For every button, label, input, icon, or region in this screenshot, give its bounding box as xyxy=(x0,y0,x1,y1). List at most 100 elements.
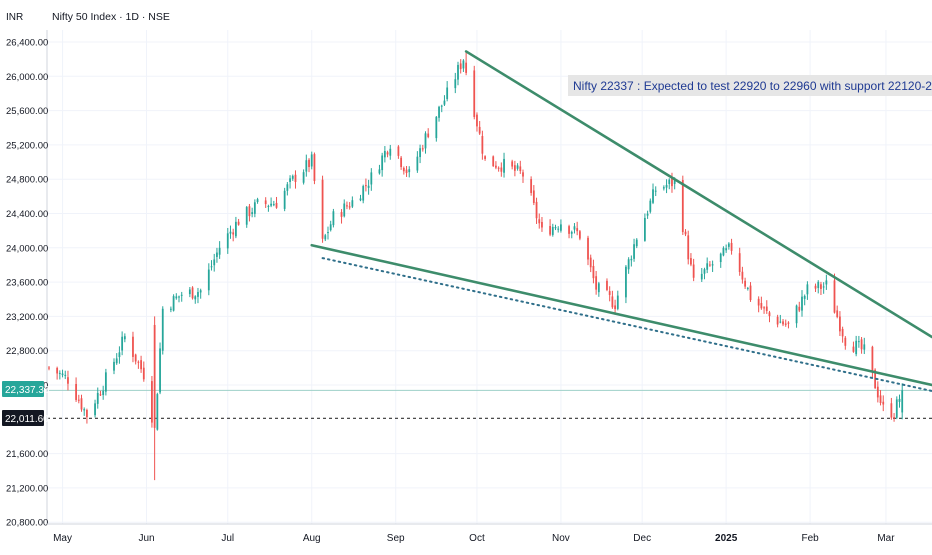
candle-body[interactable] xyxy=(882,401,885,405)
candle-body[interactable] xyxy=(264,200,267,205)
candle-body[interactable] xyxy=(519,166,522,172)
candle-body[interactable] xyxy=(386,152,389,155)
candle-body[interactable] xyxy=(256,199,259,202)
candle-body[interactable] xyxy=(806,284,809,295)
candle-body[interactable] xyxy=(102,390,105,396)
price-axis[interactable]: 26,400.00 26,000.00 25,600.00 25,200.00 24,8… xyxy=(6,30,48,529)
candle-body[interactable] xyxy=(159,348,161,393)
candle-body[interactable] xyxy=(901,390,904,413)
candle-body[interactable] xyxy=(137,361,140,363)
candle-body[interactable] xyxy=(700,273,703,280)
candle-body[interactable] xyxy=(782,321,784,325)
candle-body[interactable] xyxy=(405,169,408,173)
candle-body[interactable] xyxy=(551,226,554,235)
candle-body[interactable] xyxy=(746,287,749,289)
candle-body[interactable] xyxy=(161,308,164,351)
candle-body[interactable] xyxy=(343,203,346,217)
candle-body[interactable] xyxy=(541,221,543,228)
candle-body[interactable] xyxy=(178,296,180,298)
candle-body[interactable] xyxy=(606,280,608,290)
candle-body[interactable] xyxy=(481,136,484,154)
candle-body[interactable] xyxy=(459,63,462,70)
candle-body[interactable] xyxy=(608,291,611,295)
candle-body[interactable] xyxy=(589,257,592,268)
candle-body[interactable] xyxy=(744,280,747,287)
candle-body[interactable] xyxy=(532,190,535,203)
candle-body[interactable] xyxy=(500,167,503,172)
trendline-support[interactable] xyxy=(321,257,932,393)
candle-body[interactable] xyxy=(340,212,343,217)
candle-body[interactable] xyxy=(408,169,411,173)
annotation-box[interactable] xyxy=(568,75,932,96)
candle-body[interactable] xyxy=(397,146,400,156)
candle-body[interactable] xyxy=(863,344,866,350)
candle-body[interactable] xyxy=(576,228,579,232)
candle-body[interactable] xyxy=(625,266,627,298)
candle-body[interactable] xyxy=(118,352,121,358)
candle-body[interactable] xyxy=(549,225,551,235)
candle-body[interactable] xyxy=(191,287,194,299)
candle-body[interactable] xyxy=(435,116,438,139)
candle-body[interactable] xyxy=(267,205,270,207)
candle-body[interactable] xyxy=(270,203,273,206)
candle-body[interactable] xyxy=(646,213,649,216)
candle-body[interactable] xyxy=(438,106,440,118)
candle-body[interactable] xyxy=(156,394,159,430)
candle-body[interactable] xyxy=(64,374,67,376)
candle-body[interactable] xyxy=(817,281,820,289)
candle-body[interactable] xyxy=(649,200,652,212)
candle-body[interactable] xyxy=(248,206,251,217)
candle-body[interactable] xyxy=(421,148,424,150)
candle-body[interactable] xyxy=(687,235,690,260)
candle-body[interactable] xyxy=(890,403,893,418)
candle-body[interactable] xyxy=(75,384,77,400)
candle-body[interactable] xyxy=(140,360,142,370)
candle-body[interactable] xyxy=(80,398,83,410)
candle-body[interactable] xyxy=(104,372,107,392)
candle-body[interactable] xyxy=(275,202,278,208)
candle-body[interactable] xyxy=(232,232,235,235)
candle-body[interactable] xyxy=(535,201,538,219)
candle-body[interactable] xyxy=(210,266,213,268)
candle-body[interactable] xyxy=(708,264,711,266)
candle-body[interactable] xyxy=(876,386,879,398)
candle-body[interactable] xyxy=(207,269,210,291)
candle-body[interactable] xyxy=(836,310,839,317)
candle-body[interactable] xyxy=(153,324,156,428)
candle-body[interactable] xyxy=(570,231,573,234)
candle-body[interactable] xyxy=(226,233,229,249)
candle-body[interactable] xyxy=(852,346,855,352)
candle-body[interactable] xyxy=(180,294,183,296)
candle-body[interactable] xyxy=(272,204,275,206)
candle-body[interactable] xyxy=(77,399,80,401)
candle-body[interactable] xyxy=(768,312,771,317)
candle-body[interactable] xyxy=(673,179,676,184)
candle-body[interactable] xyxy=(67,377,69,384)
candle-body[interactable] xyxy=(383,150,386,158)
candle-body[interactable] xyxy=(96,392,99,404)
candle-body[interactable] xyxy=(427,133,430,137)
candle-body[interactable] xyxy=(765,306,768,311)
candle-body[interactable] xyxy=(516,165,519,169)
candle-body[interactable] xyxy=(627,259,630,270)
candle-body[interactable] xyxy=(779,321,782,323)
candle-body[interactable] xyxy=(378,169,381,174)
candle-body[interactable] xyxy=(522,172,524,177)
candle-body[interactable] xyxy=(389,148,392,156)
candle-body[interactable] xyxy=(798,306,801,311)
candle-body[interactable] xyxy=(194,296,197,300)
candle-body[interactable] xyxy=(530,179,533,193)
candle-body[interactable] xyxy=(841,328,844,337)
candle-body[interactable] xyxy=(681,179,684,233)
candle-body[interactable] xyxy=(820,284,822,289)
candle-body[interactable] xyxy=(302,172,305,183)
candle-body[interactable] xyxy=(671,177,673,187)
candle-body[interactable] xyxy=(803,295,806,299)
candle-body[interactable] xyxy=(454,79,457,89)
candle-body[interactable] xyxy=(839,316,841,332)
candle-body[interactable] xyxy=(895,399,898,418)
candle-body[interactable] xyxy=(253,202,256,214)
candle-body[interactable] xyxy=(857,341,860,343)
